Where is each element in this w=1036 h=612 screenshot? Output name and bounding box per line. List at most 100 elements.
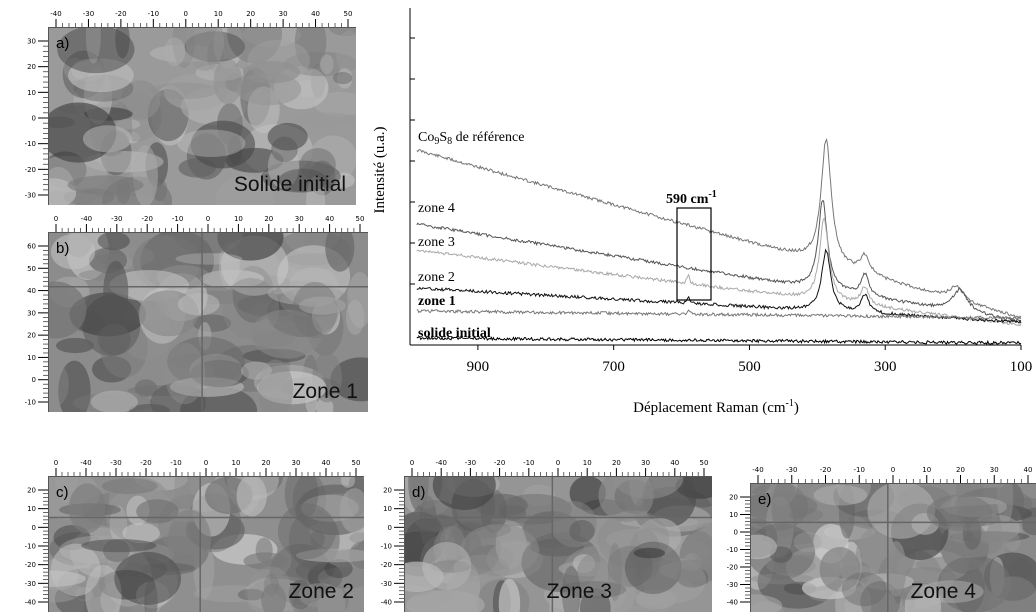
texture-blob: [133, 145, 158, 205]
texture-blob: [345, 299, 365, 335]
ruler-tick-label: 20: [262, 459, 271, 467]
texture-blob: [250, 309, 323, 359]
ruler-tick-label: -40: [50, 10, 61, 18]
texture-blob: [926, 494, 993, 532]
micrograph-image: [49, 28, 356, 205]
ruler-tick-label: -40: [727, 599, 738, 607]
texture-blob: [278, 168, 328, 192]
ruler-tick-label: -20: [727, 564, 738, 572]
ruler-tick-label: 10: [583, 459, 592, 467]
texture-blob: [85, 28, 101, 64]
panel-caption: Zone 1: [292, 380, 358, 403]
texture-blob: [81, 539, 157, 553]
micrograph-panel-e: -40 -30 -20 -10 0 10 20 30 40 20 10 0 -10 -20 -30 -40 …: [712, 461, 1036, 612]
texture-blob: [904, 583, 942, 612]
texture-blob: [213, 58, 243, 105]
texture-blob: [659, 559, 712, 582]
ruler-tick-label: -20: [381, 561, 392, 569]
texture-blob: [103, 539, 130, 562]
spectrum-line-2: [416, 200, 1022, 323]
texture-blob: [614, 605, 669, 612]
texture-blob: [349, 532, 364, 544]
texture-blob: [90, 390, 138, 412]
ruler-tick-label: -30: [83, 10, 94, 18]
texture-blob: [325, 233, 355, 272]
texture-blob: [267, 122, 308, 151]
ruler-tick-label: 30: [292, 459, 301, 467]
texture-blob: [169, 377, 244, 397]
texture-blob: [136, 499, 179, 524]
ruler-tick-label: 20: [612, 459, 621, 467]
micrograph-image: [405, 477, 712, 612]
x-tick-label: 300: [874, 359, 897, 375]
texture-blob: [751, 594, 783, 612]
x-axis-label: Déplacement Raman (cm-1): [633, 398, 799, 416]
texture-blob: [236, 477, 267, 517]
texture-blob: [67, 175, 144, 195]
ruler-tick-label: 10: [729, 511, 738, 519]
texture-blob: [167, 336, 245, 387]
ruler-tick-label: 0: [32, 376, 36, 384]
texture-blob: [498, 578, 521, 612]
ruler-tick-label: -10: [25, 399, 36, 407]
texture-blob: [174, 477, 191, 508]
ruler-tick-label: 0: [206, 215, 210, 223]
ruler-tick-label: -10: [854, 466, 865, 474]
ruler-tick-label: -10: [172, 215, 183, 223]
texture-blob: [227, 28, 282, 64]
texture-blob: [134, 379, 158, 397]
micrograph-panel-c: 0 -40 -30 -20 -10 0 10 20 30 40 50 20 10 0 -10 -20 -30 -…: [6, 454, 364, 612]
micrograph-panel-d: 0 -40 -30 -20 -10 0 10 20 30 40 50 20 10 0 -10 -20 -30 -…: [370, 454, 712, 612]
texture-blob: [751, 533, 775, 590]
ruler-tick-label: 10: [27, 89, 36, 97]
texture-blob: [751, 484, 771, 495]
texture-blob: [115, 119, 141, 130]
texture-blob: [68, 483, 106, 534]
texture-blob: [120, 80, 161, 120]
texture-blob: [689, 522, 712, 566]
micrograph-panel-b: 0 -40 -30 -20 -10 0 10 20 30 40 50 60 50 40 30 20 10 0 -1…: [6, 210, 368, 412]
ruler-tick-label: -10: [170, 459, 181, 467]
ruler-tick-label: -30: [111, 215, 122, 223]
series-label-co9s8: Co9S8 de référence: [418, 130, 524, 147]
texture-blob: [559, 581, 627, 599]
ruler-top: -40 -30 -20 -10 0 10 20 30 40: [712, 461, 1036, 484]
texture-blob: [49, 281, 87, 339]
ruler-tick-label: 0: [556, 459, 560, 467]
ruler-tick-label: 30: [27, 38, 36, 46]
spectra-series-group: [416, 137, 1022, 346]
ruler-tick-label: 20: [27, 332, 36, 340]
texture-blob: [319, 54, 334, 75]
peak-highlight-box: [676, 207, 712, 301]
ruler-tick-label: 40: [311, 10, 320, 18]
spectrum-line-1: [416, 137, 1022, 320]
texture-blob: [167, 353, 226, 370]
panel-caption: Zone 2: [288, 580, 354, 603]
ruler-top: 0 -40 -30 -20 -10 0 10 20 30 40 50: [370, 454, 712, 477]
texture-blob: [598, 477, 654, 522]
ruler-left: 20 10 0 -10 -20 -30 -40: [712, 483, 751, 612]
texture-blob: [261, 583, 287, 612]
ruler-left: 30 20 10 0 -10 -20 -30: [6, 27, 49, 205]
texture-blob: [324, 559, 353, 579]
ruler-tick-label: -30: [25, 580, 36, 588]
ruler-tick-label: -30: [727, 581, 738, 589]
texture-blob: [522, 484, 556, 507]
texture-blob: [128, 404, 170, 412]
raman-spectra-chart: 900 700 500 300 100 Intensité (u.a.) Déplace…: [372, 8, 1032, 416]
texture-blob: [163, 73, 228, 111]
micrograph-panel-a: -40 -30 -20 -10 0 10 20 30 40 50 30 20 10 0 -10 -20 -30…: [6, 5, 356, 205]
texture-blob: [68, 58, 134, 93]
texture-blob: [751, 518, 778, 558]
texture-blob: [237, 588, 265, 601]
x-tick-label: 500: [738, 359, 761, 375]
panel-tag: b): [56, 240, 70, 257]
ruler-tick-label: 10: [232, 459, 241, 467]
series-label-zone1: zone 1: [418, 294, 456, 309]
y-axis-label: Intensité (u.a.): [372, 126, 388, 213]
texture-blob: [766, 555, 816, 576]
texture-blob: [247, 566, 294, 612]
texture-blob: [144, 579, 158, 612]
texture-blob: [295, 560, 335, 581]
ruler-tick-label: -30: [110, 459, 121, 467]
